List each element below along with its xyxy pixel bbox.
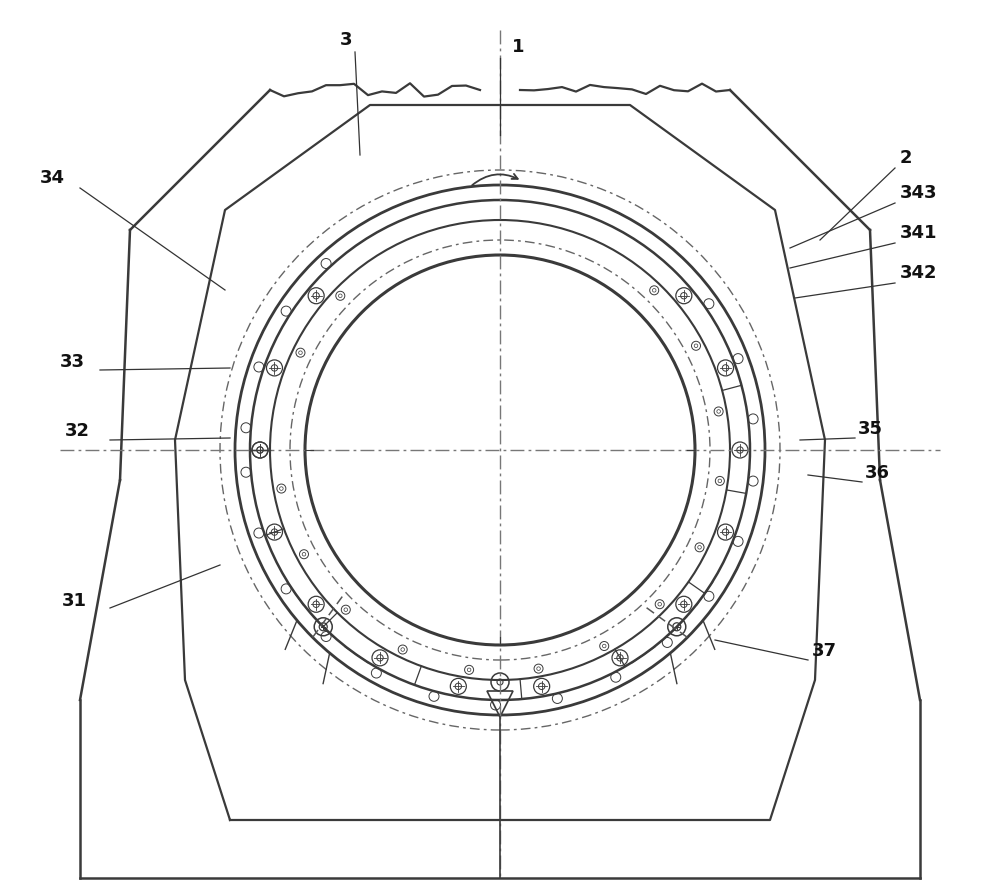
- Text: 32: 32: [65, 422, 90, 440]
- Text: 3: 3: [340, 31, 352, 49]
- Text: 1: 1: [512, 38, 524, 56]
- Text: 34: 34: [40, 169, 65, 187]
- Text: 2: 2: [900, 149, 912, 167]
- Text: 35: 35: [858, 420, 883, 438]
- Text: 31: 31: [62, 592, 87, 610]
- Text: 341: 341: [900, 224, 938, 242]
- Text: 36: 36: [865, 464, 890, 482]
- Text: 343: 343: [900, 184, 938, 202]
- Text: 342: 342: [900, 264, 938, 282]
- Text: 37: 37: [812, 642, 837, 660]
- Text: 33: 33: [60, 353, 85, 371]
